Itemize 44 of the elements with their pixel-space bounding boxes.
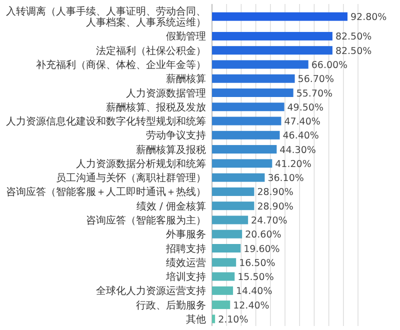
y-tick-label: 法定福利（社保公积金）: [96, 44, 206, 57]
data-label: 82.50%: [335, 32, 372, 43]
data-label: 92.80%: [350, 12, 387, 24]
data-label: 28.90%: [257, 187, 294, 198]
y-tick-label: 员工沟通与关怀（离职社群管理）: [56, 172, 206, 184]
data-label: 44.30%: [280, 144, 316, 156]
data-label: 2.10%: [218, 314, 248, 326]
y-tick-label: 外事服务: [166, 228, 206, 241]
data-label: 15.50%: [238, 272, 274, 284]
y-tick-label: 劳动争议支持: [146, 130, 206, 142]
data-label: 12.40%: [233, 300, 270, 312]
y-tick-label: 人力资源数据管理: [126, 87, 206, 100]
y-tick-label: 咨询应答（智能客服为主）: [86, 214, 206, 226]
y-tick-label: 入转调离（人事手续、人事证明、劳动合同、人事档案、人事系统运维）: [6, 6, 206, 29]
data-label: 41.20%: [275, 158, 312, 170]
y-tick-label: 全球化人力资源运营支持: [96, 285, 206, 298]
y-tick-label: 薪酬核算及报税: [136, 144, 206, 156]
y-tick-label: 薪酬核算、报税及发放: [106, 101, 206, 114]
y-tick-label: 咨询应答（智能客服＋人工即时通讯＋热线）: [6, 186, 206, 198]
data-label: 55.70%: [296, 88, 333, 100]
data-label: 24.70%: [251, 215, 288, 226]
y-tick-label: 假勤管理: [166, 30, 206, 43]
data-label: 19.60%: [244, 244, 280, 255]
y-tick-label: 人力资源数据分析规划和统筹: [76, 158, 206, 170]
data-label: 14.40%: [236, 286, 272, 298]
data-label: 82.50%: [335, 46, 372, 57]
data-label: 20.60%: [245, 230, 282, 241]
data-label: 16.50%: [239, 258, 276, 269]
y-tick-label: 行政、后勤服务: [136, 299, 206, 312]
y-tick-label: 绩效 / 佣金核算: [136, 200, 206, 212]
y-tick-label: 人力资源信息化建设和数字化转型规划和统筹: [6, 116, 206, 128]
y-tick-label: 绩效运营: [166, 256, 206, 269]
data-label: 47.40%: [284, 116, 320, 128]
y-tick-label: 招聘支持: [165, 242, 206, 255]
data-label: 56.70%: [298, 74, 334, 86]
data-label: 36.10%: [268, 173, 304, 184]
y-tick-label: 其他: [186, 313, 206, 326]
data-label: 46.40%: [282, 130, 319, 142]
data-label: 28.90%: [257, 201, 294, 212]
y-tick-label: 培训支持: [165, 271, 206, 284]
data-label: 66.00%: [311, 60, 348, 71]
y-tick-label: 补充福利（商保、体检、企业年金等）: [36, 58, 206, 71]
y-tick-label: 薪酬核算: [166, 73, 206, 86]
data-label: 49.50%: [287, 102, 324, 114]
